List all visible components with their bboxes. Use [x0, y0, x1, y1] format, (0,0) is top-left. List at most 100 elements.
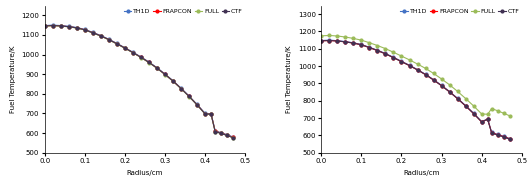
CTF	[74, 27, 80, 29]
TH1D	[146, 61, 152, 63]
FULL	[334, 35, 340, 37]
TH1D	[106, 38, 112, 40]
TH1D	[382, 52, 388, 55]
FRAPCON	[42, 25, 48, 27]
FULL	[194, 104, 200, 106]
FRAPCON	[57, 25, 64, 27]
Line: CTF: CTF	[320, 39, 511, 141]
FULL	[208, 113, 214, 116]
FRAPCON	[114, 43, 120, 45]
FRAPCON	[471, 112, 477, 115]
FRAPCON	[74, 27, 80, 29]
FULL	[224, 134, 230, 137]
FRAPCON	[414, 69, 421, 71]
TH1D	[438, 84, 445, 86]
Line: FRAPCON: FRAPCON	[320, 39, 511, 140]
CTF	[489, 132, 495, 134]
FRAPCON	[406, 65, 413, 67]
Legend: TH1D, FRAPCON, FULL, CTF: TH1D, FRAPCON, FULL, CTF	[123, 7, 244, 15]
FULL	[42, 25, 48, 27]
CTF	[146, 61, 152, 63]
FRAPCON	[218, 132, 225, 134]
FRAPCON	[358, 44, 365, 46]
FRAPCON	[224, 134, 230, 136]
FULL	[170, 80, 176, 82]
FRAPCON	[130, 52, 136, 54]
Y-axis label: Fuel Temperature/K: Fuel Temperature/K	[286, 45, 292, 113]
TH1D	[489, 131, 495, 134]
CTF	[326, 39, 333, 42]
CTF	[66, 26, 72, 28]
TH1D	[334, 40, 340, 42]
TH1D	[50, 24, 56, 26]
FRAPCON	[489, 132, 495, 134]
CTF	[224, 134, 230, 137]
TH1D	[202, 112, 208, 115]
TH1D	[358, 43, 365, 46]
TH1D	[454, 97, 461, 99]
CTF	[208, 113, 214, 115]
FULL	[74, 27, 80, 29]
FRAPCON	[82, 29, 88, 31]
FRAPCON	[342, 41, 348, 43]
TH1D	[501, 135, 507, 137]
FULL	[414, 63, 421, 65]
CTF	[479, 121, 485, 123]
TH1D	[42, 24, 48, 27]
FULL	[122, 47, 128, 49]
Legend: TH1D, FRAPCON, FULL, CTF: TH1D, FRAPCON, FULL, CTF	[399, 7, 521, 15]
CTF	[97, 35, 104, 37]
TH1D	[138, 56, 144, 58]
TH1D	[318, 39, 325, 42]
CTF	[57, 25, 64, 27]
FRAPCON	[230, 136, 236, 139]
FRAPCON	[506, 138, 513, 140]
CTF	[186, 95, 192, 98]
CTF	[342, 41, 348, 43]
CTF	[366, 47, 373, 49]
CTF	[162, 73, 168, 75]
CTF	[178, 87, 184, 90]
FULL	[202, 113, 208, 115]
CTF	[471, 112, 477, 115]
FRAPCON	[318, 40, 325, 42]
FRAPCON	[463, 105, 469, 107]
CTF	[202, 113, 208, 115]
CTF	[358, 44, 365, 46]
CTF	[130, 52, 136, 54]
TH1D	[224, 134, 230, 136]
TH1D	[154, 67, 160, 69]
TH1D	[218, 132, 225, 134]
FRAPCON	[186, 95, 192, 98]
FULL	[391, 51, 397, 53]
TH1D	[374, 49, 380, 51]
FULL	[50, 25, 56, 27]
Line: FULL: FULL	[320, 34, 511, 117]
CTF	[170, 80, 176, 82]
TH1D	[326, 39, 333, 41]
FRAPCON	[484, 118, 491, 120]
FRAPCON	[106, 39, 112, 41]
FULL	[162, 73, 168, 76]
TH1D	[366, 46, 373, 48]
TH1D	[57, 24, 64, 27]
Line: FRAPCON: FRAPCON	[43, 24, 235, 139]
FULL	[431, 72, 437, 75]
CTF	[318, 40, 325, 42]
FULL	[342, 36, 348, 38]
FRAPCON	[208, 113, 214, 115]
FRAPCON	[202, 113, 208, 115]
CTF	[90, 32, 96, 34]
FRAPCON	[178, 87, 184, 90]
FRAPCON	[170, 80, 176, 82]
FULL	[489, 107, 495, 110]
FRAPCON	[350, 42, 357, 44]
CTF	[454, 98, 461, 100]
FULL	[463, 97, 469, 100]
CTF	[334, 40, 340, 42]
TH1D	[471, 112, 477, 114]
FULL	[366, 42, 373, 44]
TH1D	[446, 91, 453, 93]
FRAPCON	[479, 121, 485, 123]
CTF	[494, 134, 501, 136]
